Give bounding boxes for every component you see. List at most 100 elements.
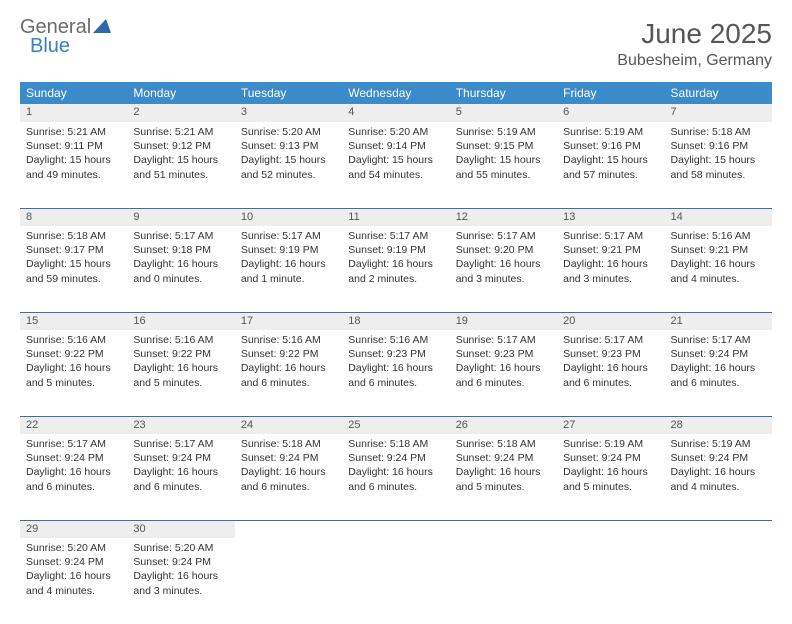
day-number-cell: [450, 520, 557, 538]
weekday-header: Monday: [127, 82, 234, 104]
daylight-line: Daylight: 15 hours and 49 minutes.: [26, 153, 121, 181]
weekday-header: Friday: [557, 82, 664, 104]
logo-triangle-icon: [93, 16, 111, 38]
day-number-cell: [557, 520, 664, 538]
sunrise-line: Sunrise: 5:17 AM: [26, 437, 121, 451]
day-number-row: 2930: [20, 520, 772, 538]
week-row: Sunrise: 5:18 AMSunset: 9:17 PMDaylight:…: [20, 226, 772, 312]
daylight-line: Daylight: 16 hours and 1 minute.: [241, 257, 336, 285]
daylight-line: Daylight: 16 hours and 4 minutes.: [26, 569, 121, 597]
sunset-line: Sunset: 9:12 PM: [133, 139, 228, 153]
daylight-line: Daylight: 16 hours and 4 minutes.: [671, 465, 766, 493]
sunrise-line: Sunrise: 5:19 AM: [671, 437, 766, 451]
daylight-line: Daylight: 16 hours and 5 minutes.: [26, 361, 121, 389]
sunrise-line: Sunrise: 5:17 AM: [456, 333, 551, 347]
sunset-line: Sunset: 9:24 PM: [671, 451, 766, 465]
week-row: Sunrise: 5:21 AMSunset: 9:11 PMDaylight:…: [20, 122, 772, 208]
day-number-cell: 24: [235, 416, 342, 434]
day-cell: [450, 538, 557, 624]
day-cell: Sunrise: 5:17 AMSunset: 9:24 PMDaylight:…: [127, 434, 234, 520]
sunrise-line: Sunrise: 5:16 AM: [671, 229, 766, 243]
sunset-line: Sunset: 9:23 PM: [456, 347, 551, 361]
sunset-line: Sunset: 9:24 PM: [26, 451, 121, 465]
daylight-line: Daylight: 15 hours and 58 minutes.: [671, 153, 766, 181]
daylight-line: Daylight: 16 hours and 4 minutes.: [671, 257, 766, 285]
day-cell: [557, 538, 664, 624]
sunrise-line: Sunrise: 5:16 AM: [348, 333, 443, 347]
sunrise-line: Sunrise: 5:16 AM: [241, 333, 336, 347]
day-number-cell: 27: [557, 416, 664, 434]
sunset-line: Sunset: 9:20 PM: [456, 243, 551, 257]
sunrise-line: Sunrise: 5:19 AM: [563, 125, 658, 139]
daylight-line: Daylight: 16 hours and 6 minutes.: [241, 465, 336, 493]
sunrise-line: Sunrise: 5:17 AM: [133, 437, 228, 451]
weekday-header: Tuesday: [235, 82, 342, 104]
day-cell: Sunrise: 5:16 AMSunset: 9:22 PMDaylight:…: [235, 330, 342, 416]
sunrise-line: Sunrise: 5:21 AM: [133, 125, 228, 139]
daylight-line: Daylight: 15 hours and 55 minutes.: [456, 153, 551, 181]
day-number-cell: 14: [665, 208, 772, 226]
day-cell: Sunrise: 5:20 AMSunset: 9:24 PMDaylight:…: [127, 538, 234, 624]
day-cell: Sunrise: 5:17 AMSunset: 9:23 PMDaylight:…: [557, 330, 664, 416]
day-number-cell: [665, 520, 772, 538]
sunrise-line: Sunrise: 5:19 AM: [563, 437, 658, 451]
weekday-header: Wednesday: [342, 82, 449, 104]
sunset-line: Sunset: 9:21 PM: [563, 243, 658, 257]
daylight-line: Daylight: 16 hours and 6 minutes.: [348, 361, 443, 389]
weekday-header-row: Sunday Monday Tuesday Wednesday Thursday…: [20, 82, 772, 104]
sunrise-line: Sunrise: 5:17 AM: [671, 333, 766, 347]
sunrise-line: Sunrise: 5:18 AM: [671, 125, 766, 139]
day-cell: Sunrise: 5:18 AMSunset: 9:24 PMDaylight:…: [342, 434, 449, 520]
sunset-line: Sunset: 9:24 PM: [671, 347, 766, 361]
day-cell: Sunrise: 5:20 AMSunset: 9:24 PMDaylight:…: [20, 538, 127, 624]
sunrise-line: Sunrise: 5:18 AM: [456, 437, 551, 451]
sunset-line: Sunset: 9:14 PM: [348, 139, 443, 153]
day-number-cell: 25: [342, 416, 449, 434]
daylight-line: Daylight: 16 hours and 5 minutes.: [456, 465, 551, 493]
day-number-cell: 28: [665, 416, 772, 434]
day-number-row: 891011121314: [20, 208, 772, 226]
day-cell: Sunrise: 5:16 AMSunset: 9:22 PMDaylight:…: [127, 330, 234, 416]
day-cell: Sunrise: 5:19 AMSunset: 9:24 PMDaylight:…: [557, 434, 664, 520]
sunset-line: Sunset: 9:24 PM: [563, 451, 658, 465]
calendar-table: Sunday Monday Tuesday Wednesday Thursday…: [20, 82, 772, 624]
daylight-line: Daylight: 16 hours and 2 minutes.: [348, 257, 443, 285]
sunset-line: Sunset: 9:16 PM: [563, 139, 658, 153]
sunset-line: Sunset: 9:22 PM: [241, 347, 336, 361]
day-cell: Sunrise: 5:17 AMSunset: 9:19 PMDaylight:…: [235, 226, 342, 312]
weekday-header: Sunday: [20, 82, 127, 104]
day-number-cell: 5: [450, 104, 557, 122]
day-number-cell: 26: [450, 416, 557, 434]
daylight-line: Daylight: 15 hours and 51 minutes.: [133, 153, 228, 181]
sunset-line: Sunset: 9:24 PM: [133, 451, 228, 465]
day-cell: Sunrise: 5:21 AMSunset: 9:12 PMDaylight:…: [127, 122, 234, 208]
day-number-cell: 8: [20, 208, 127, 226]
day-number-cell: 10: [235, 208, 342, 226]
sunset-line: Sunset: 9:15 PM: [456, 139, 551, 153]
daylight-line: Daylight: 16 hours and 6 minutes.: [671, 361, 766, 389]
day-number-cell: 22: [20, 416, 127, 434]
sunrise-line: Sunrise: 5:20 AM: [348, 125, 443, 139]
day-cell: Sunrise: 5:16 AMSunset: 9:23 PMDaylight:…: [342, 330, 449, 416]
sunset-line: Sunset: 9:19 PM: [241, 243, 336, 257]
day-number-cell: 18: [342, 312, 449, 330]
day-number-cell: 21: [665, 312, 772, 330]
daylight-line: Daylight: 16 hours and 6 minutes.: [348, 465, 443, 493]
day-number-cell: 29: [20, 520, 127, 538]
sunrise-line: Sunrise: 5:17 AM: [348, 229, 443, 243]
page-header: General Blue June 2025 Bubesheim, German…: [20, 18, 772, 70]
sunrise-line: Sunrise: 5:20 AM: [241, 125, 336, 139]
day-cell: Sunrise: 5:18 AMSunset: 9:17 PMDaylight:…: [20, 226, 127, 312]
day-cell: [665, 538, 772, 624]
day-cell: Sunrise: 5:20 AMSunset: 9:14 PMDaylight:…: [342, 122, 449, 208]
daylight-line: Daylight: 16 hours and 6 minutes.: [456, 361, 551, 389]
sunrise-line: Sunrise: 5:19 AM: [456, 125, 551, 139]
day-number-cell: 12: [450, 208, 557, 226]
daylight-line: Daylight: 16 hours and 3 minutes.: [133, 569, 228, 597]
sunset-line: Sunset: 9:13 PM: [241, 139, 336, 153]
daylight-line: Daylight: 16 hours and 5 minutes.: [563, 465, 658, 493]
day-number-cell: 2: [127, 104, 234, 122]
daylight-line: Daylight: 15 hours and 54 minutes.: [348, 153, 443, 181]
day-number-cell: [342, 520, 449, 538]
sunrise-line: Sunrise: 5:17 AM: [563, 333, 658, 347]
